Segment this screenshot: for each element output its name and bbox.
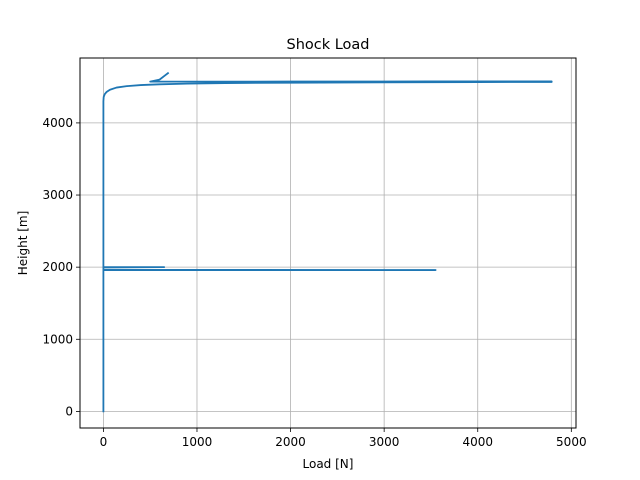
series-line [102, 71, 553, 413]
grid-layer [80, 58, 576, 428]
x-tick-label: 3000 [369, 435, 400, 449]
y-tick-label: 4000 [42, 116, 73, 130]
x-tick-label: 4000 [462, 435, 493, 449]
x-tick-label: 5000 [556, 435, 587, 449]
y-tick-label: 0 [65, 404, 73, 418]
y-tick-label: 2000 [42, 260, 73, 274]
y-axis-label: Height [m] [16, 211, 30, 276]
plot-frame [79, 57, 577, 429]
y-tick-label: 1000 [42, 332, 73, 346]
chart-title: Shock Load [286, 37, 369, 53]
x-tick-label: 0 [100, 435, 108, 449]
data-layer [102, 71, 553, 413]
x-axis-label: Load [N] [303, 457, 354, 471]
x-tick-label: 1000 [182, 435, 213, 449]
tick-layer: 0 1000 2000 3000 4000 5000 0 1000 2000 3000 4000 [42, 116, 586, 449]
x-tick-label: 2000 [275, 435, 306, 449]
y-tick-label: 3000 [42, 188, 73, 202]
